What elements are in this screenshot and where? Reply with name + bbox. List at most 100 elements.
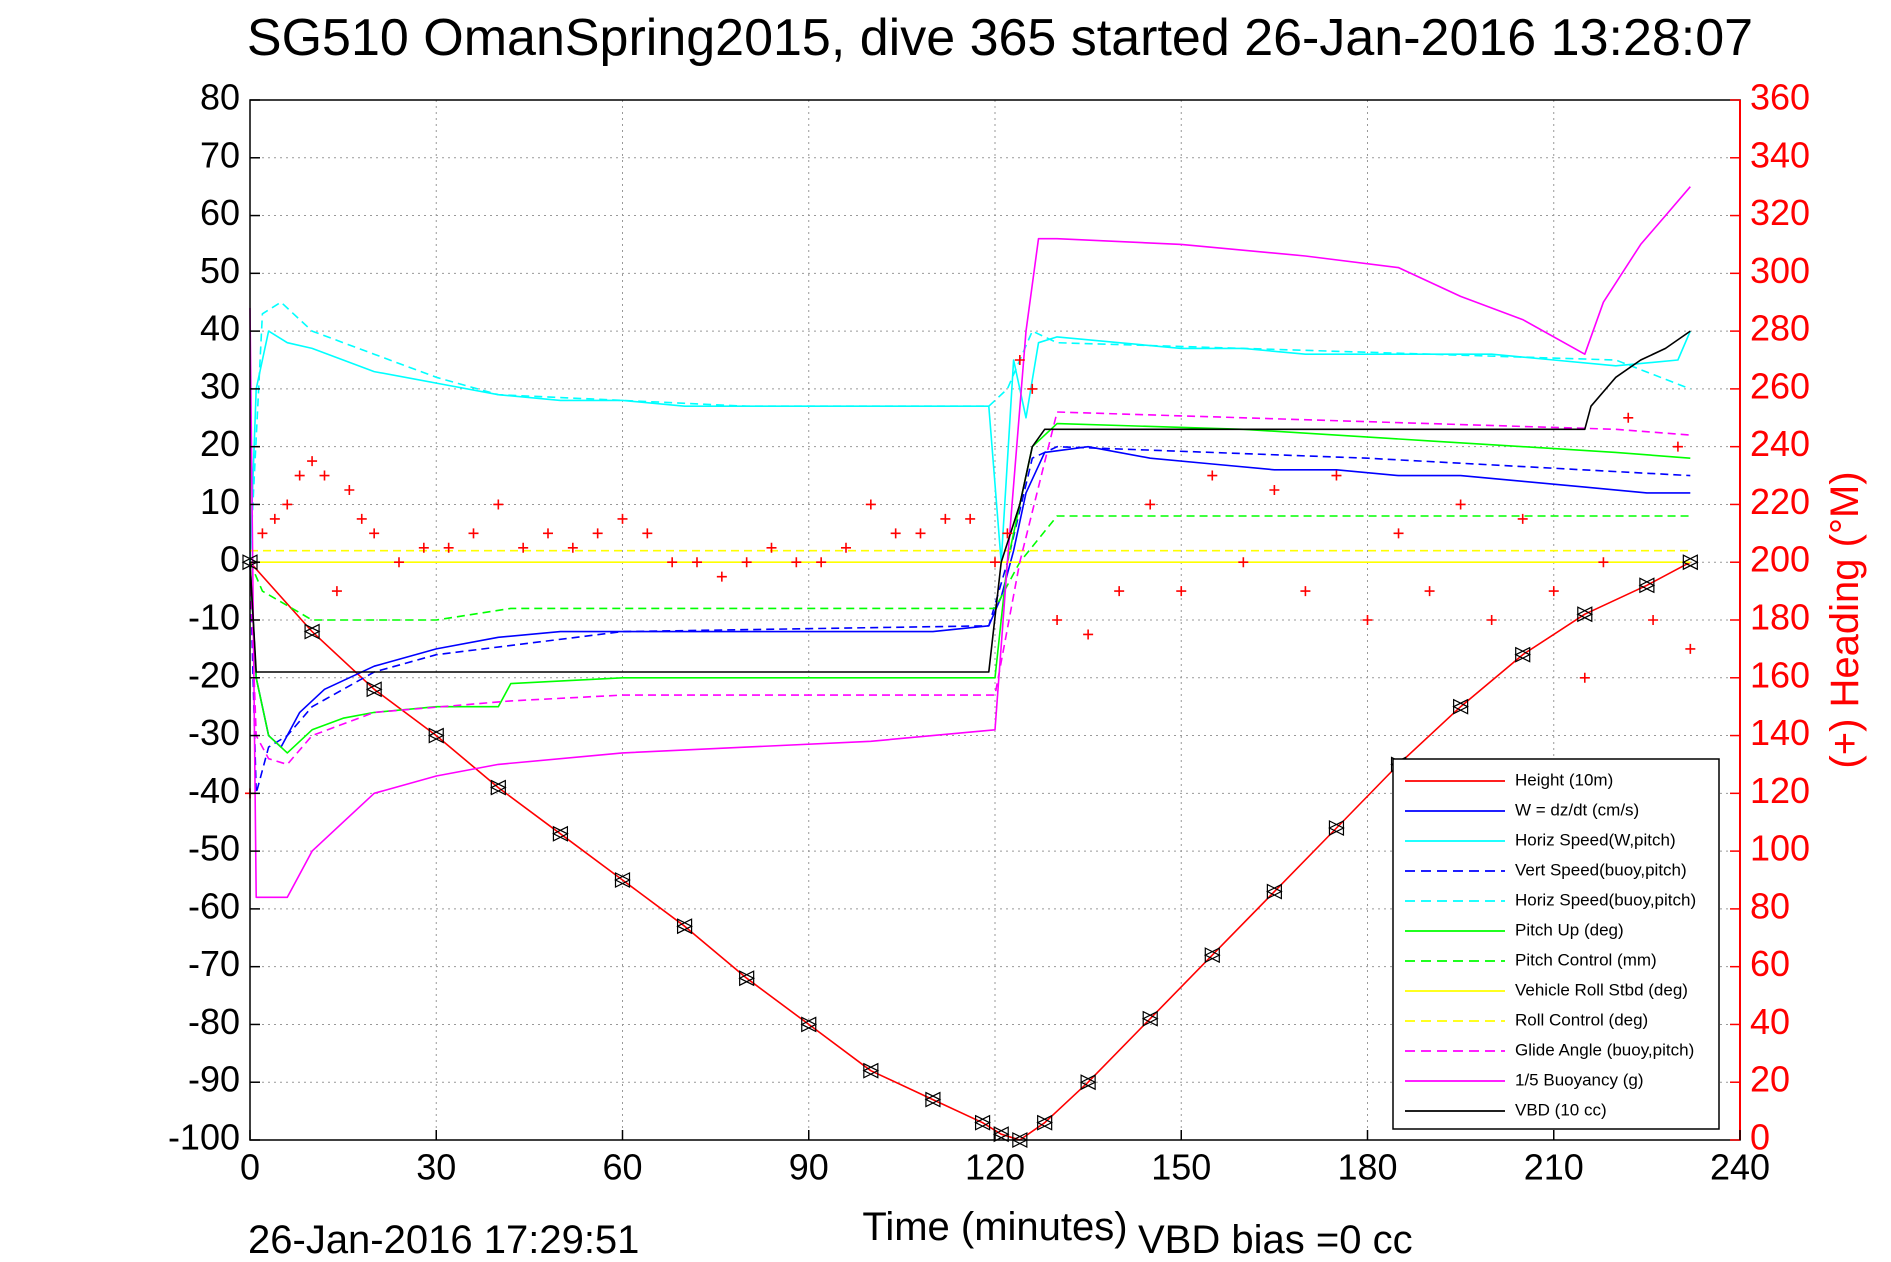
heading-marker	[1455, 499, 1466, 510]
x-tick-label: 180	[1337, 1147, 1397, 1188]
heading-marker	[319, 470, 330, 481]
x-tick-label: 120	[965, 1147, 1025, 1188]
height-point-marker	[427, 727, 445, 744]
heading-marker	[344, 485, 355, 495]
height-point-marker	[1514, 646, 1532, 663]
heading-marker	[567, 542, 578, 553]
heading-marker	[667, 557, 678, 568]
heading-marker	[791, 557, 802, 568]
footer-vbd-bias: VBD bias =0 cc	[1138, 1218, 1413, 1262]
legend-items: Height (10m) W = dz/dt (cm/s) Horiz Speed(…	[1405, 770, 1696, 1119]
chart-title: SG510 OmanSpring2015, dive 365 started 2…	[247, 9, 1753, 67]
x-tick-label: 240	[1710, 1147, 1770, 1188]
right-tick-label: 0	[1750, 1117, 1770, 1158]
height-point-marker	[365, 681, 383, 698]
x-tick-label: 150	[1151, 1147, 1211, 1188]
heading-marker	[294, 470, 305, 481]
legend-entry: W = dz/dt (cm/s)	[1405, 800, 1639, 819]
left-tick-label: 60	[200, 192, 240, 233]
heading-marker	[1052, 615, 1063, 625]
legend-label: 1/5 Buoyancy (g)	[1515, 1070, 1644, 1089]
legend-label: Vehicle Roll Stbd (deg)	[1515, 980, 1688, 999]
legend: Height (10m) W = dz/dt (cm/s) Horiz Speed(…	[1392, 758, 1720, 1130]
height-point-marker	[738, 970, 756, 987]
right-axis-ticks: 0 20 40 60 80 100 120 140 160 180 200 220 240 260 280 3…	[1730, 77, 1810, 1158]
height-point-marker	[1266, 883, 1283, 900]
heading-marker	[1517, 513, 1528, 524]
legend-entry: Pitch Control (mm)	[1405, 950, 1657, 969]
heading-marker	[1014, 355, 1025, 365]
heading-marker	[642, 528, 653, 539]
heading-marker	[1114, 586, 1125, 597]
height-point-marker	[992, 1126, 1010, 1143]
heading-marker	[1598, 557, 1609, 568]
x-tick-label: 90	[789, 1147, 829, 1188]
left-tick-label: -50	[188, 828, 240, 869]
series-line-4	[249, 301, 1691, 563]
left-tick-label: 10	[200, 481, 240, 522]
height-point-marker	[489, 779, 507, 796]
heading-marker	[269, 513, 280, 524]
legend-label: Vert Speed(buoy,pitch)	[1515, 860, 1687, 879]
right-tick-label: 40	[1750, 1001, 1790, 1042]
height-point-marker	[1452, 698, 1469, 715]
legend-entry: Glide Angle (buoy,pitch)	[1405, 1040, 1694, 1059]
heading-marker	[518, 542, 529, 553]
legend-label: Height (10m)	[1515, 770, 1613, 789]
heading-marker	[1207, 470, 1218, 481]
x-tick-label: 60	[602, 1147, 642, 1188]
height-point-marker	[1576, 606, 1594, 623]
heading-marker	[865, 499, 876, 510]
height-point-marker	[1681, 554, 1699, 571]
right-tick-label: 300	[1750, 250, 1810, 291]
right-tick-label: 280	[1750, 308, 1810, 349]
heading-marker	[307, 456, 318, 467]
legend-label: Horiz Speed(buoy,pitch)	[1515, 890, 1696, 909]
right-tick-label: 120	[1750, 770, 1810, 811]
left-tick-label: -40	[188, 770, 240, 811]
legend-label: W = dz/dt (cm/s)	[1515, 800, 1639, 819]
heading-marker	[692, 557, 702, 568]
heading-marker	[1685, 643, 1696, 654]
height-point-marker	[303, 623, 321, 640]
legend-entry: Horiz Speed(buoy,pitch)	[1405, 890, 1696, 909]
legend-entry: Pitch Up (deg)	[1405, 920, 1624, 939]
left-tick-label: 0	[220, 539, 240, 580]
height-point-marker	[974, 1114, 991, 1131]
heading-marker	[841, 542, 851, 553]
heading-marker	[940, 513, 951, 524]
heading-marker	[1083, 629, 1094, 640]
left-tick-label: -80	[188, 1001, 240, 1042]
right-tick-label: 180	[1750, 597, 1810, 638]
right-tick-label: 320	[1750, 192, 1810, 233]
footer-timestamp: 26-Jan-2016 17:29:51	[248, 1218, 639, 1262]
legend-entry: 1/5 Buoyancy (g)	[1405, 1070, 1644, 1089]
heading-marker	[592, 528, 603, 539]
heading-marker	[418, 542, 429, 553]
heading-marker	[1672, 441, 1683, 452]
heading-marker	[1176, 586, 1187, 597]
heading-marker	[766, 542, 777, 553]
height-point-marker	[676, 918, 693, 935]
left-tick-label: 20	[200, 423, 240, 464]
height-point-marker	[1203, 947, 1221, 964]
heading-marker	[990, 557, 1000, 568]
legend-label: Roll Control (deg)	[1515, 1010, 1648, 1029]
heading-marker	[443, 542, 454, 553]
heading-marker	[468, 528, 479, 539]
heading-marker	[1393, 528, 1404, 539]
legend-entry: Roll Control (deg)	[1405, 1010, 1648, 1029]
heading-marker	[1579, 672, 1590, 683]
legend-label: VBD (10 cc)	[1515, 1100, 1607, 1119]
right-tick-label: 360	[1750, 77, 1810, 118]
right-tick-label: 220	[1750, 481, 1810, 522]
left-tick-label: -100	[168, 1117, 240, 1158]
heading-marker	[331, 586, 342, 597]
heading-marker	[543, 528, 553, 539]
x-tick-label: 0	[240, 1147, 260, 1188]
series-line-2	[249, 330, 1692, 564]
right-tick-label: 100	[1750, 828, 1810, 869]
x-tick-label: 210	[1524, 1147, 1584, 1188]
legend-entry: Vehicle Roll Stbd (deg)	[1405, 980, 1688, 999]
